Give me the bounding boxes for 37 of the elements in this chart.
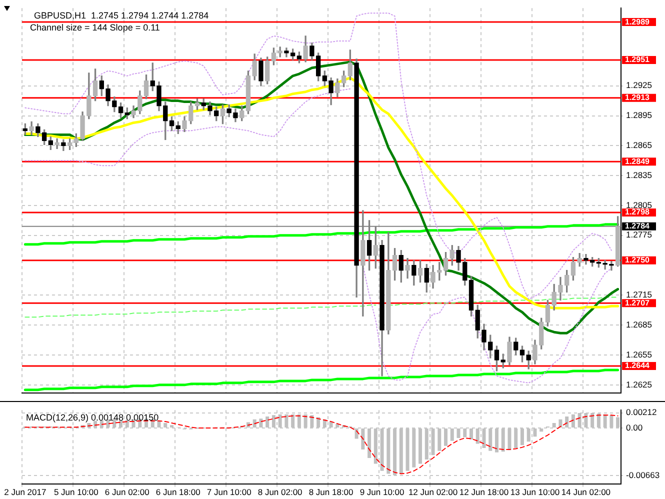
x-tick-label: 8 Jun 18:00	[308, 487, 354, 498]
x-tick-label: 2 Jun 2017	[4, 487, 46, 498]
ref-line-label: 1.2644	[625, 361, 650, 370]
annotation: Channel size = 144 Slope = 0.11	[30, 22, 160, 33]
ref-line-label: 1.2707	[625, 298, 650, 308]
x-tick-label: 13 Jun 10:00	[510, 487, 560, 498]
y-tick-label: 1.2655	[626, 349, 652, 360]
x-tick-label: 12 Jun 18:00	[459, 487, 509, 498]
ref-line-label: 1.2798	[625, 208, 650, 217]
y-tick-label: 1.2865	[626, 140, 652, 150]
chart-title: GBPUSD,H1 1.2745 1.2794 1.2744 1.2784	[34, 10, 209, 21]
ref-line-label: 1.2784	[625, 222, 650, 231]
x-tick-label: 12 Jun 02:00	[408, 487, 458, 498]
x-tick-label: 6 Jun 02:00	[104, 487, 150, 498]
y-tick-label: 1.2805	[626, 200, 652, 210]
ref-line-label: 1.2951	[625, 55, 650, 64]
chart-title: MACD(12,26,9) 0.00148 0.00150	[26, 412, 159, 423]
y-tick-label: 1.2895	[626, 110, 652, 120]
ref-line-label: 1.2913	[625, 93, 650, 102]
y-tick-label: 1.2775	[626, 230, 652, 240]
ref-line-label: 1.2750	[625, 256, 650, 265]
x-tick-label: 5 Jun 10:00	[54, 487, 99, 498]
ref-line-label: 1.2989	[625, 17, 650, 26]
x-tick-label: 8 Jun 02:00	[258, 487, 303, 498]
y-tick-label: -0.00663	[626, 470, 660, 480]
y-tick-label: 1.2625	[626, 379, 652, 390]
y-tick-label: 0.00	[626, 422, 643, 432]
x-tick-label: 14 Jun 02:00	[561, 487, 611, 498]
x-tick-label: 9 Jun 10:00	[360, 487, 405, 498]
y-tick-label: 1.2925	[626, 80, 652, 90]
y-tick-label: 1.2715	[626, 290, 652, 300]
y-tick-label: 0.00212	[626, 407, 657, 418]
y-tick-label: 1.2835	[626, 170, 652, 180]
y-tick-label: 1.2685	[626, 319, 652, 330]
x-tick-label: 7 Jun 10:00	[206, 487, 252, 498]
ref-line-label: 1.2849	[625, 156, 650, 166]
x-tick-label: 6 Jun 18:00	[156, 487, 201, 498]
